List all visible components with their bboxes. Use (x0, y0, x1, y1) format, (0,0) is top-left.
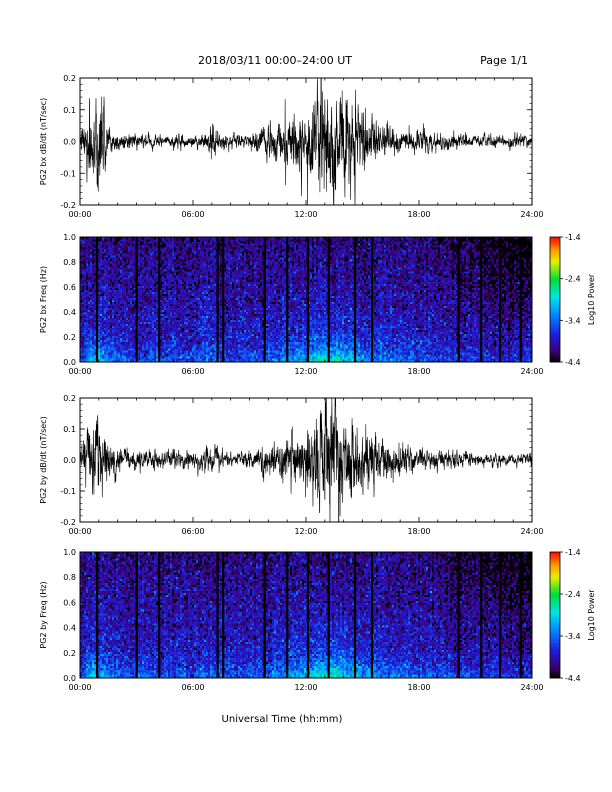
y-tick-label: 0.1 (63, 106, 76, 115)
y-axis-label: PG2 bx dB/dt (nT/sec) (39, 98, 48, 185)
panels: 00:00 06:00 12:00 18:00 24:00 0.2 0.1 0.0 -0.1 -0… (39, 71, 596, 692)
x-tick-label: 24:00 (520, 210, 543, 219)
figure-title: 2018/03/11 00:00–24:00 UT (198, 54, 352, 67)
y-tick-label: 0.2 (63, 74, 76, 83)
y-tick-label: -0.2 (60, 201, 76, 210)
y-tick-label: -0.1 (60, 169, 76, 178)
figure: 2018/03/11 00:00–24:00 UT Page 1/1 00:00… (0, 0, 612, 792)
x-tick-label: 18:00 (407, 210, 430, 219)
spectrogram-cells (80, 237, 532, 362)
panel-2-spectrogram: 00:00 06:00 12:00 18:00 24:001.00.80.60.40.2… (39, 233, 596, 376)
x-tick-label: 12:00 (294, 210, 317, 219)
x-tick-label: 06:00 (181, 210, 204, 219)
y-tick-label: 0.0 (63, 138, 76, 147)
panel-1-timeseries: 00:00 06:00 12:00 18:00 24:00 0.2 0.1 0.0 -0.1 -0… (39, 71, 544, 236)
page-indicator: Page 1/1 (480, 54, 528, 67)
x-tick-label: 00:00 (68, 210, 91, 219)
